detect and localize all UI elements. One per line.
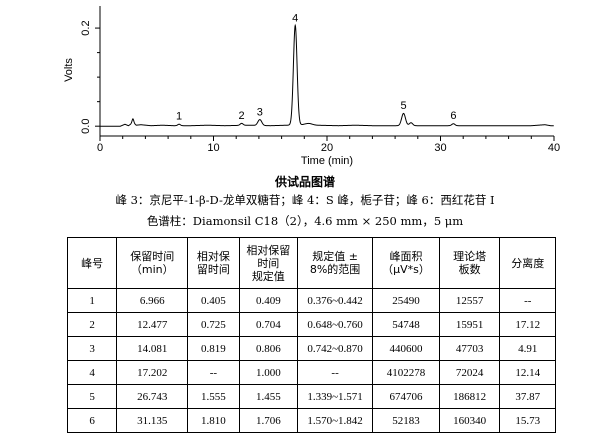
table-cell: 3: [66, 336, 118, 361]
table-cell: 1.339~1.571: [297, 384, 374, 409]
table-cell: 1.455: [238, 384, 299, 409]
table-cell: 1.000: [238, 360, 299, 385]
table-cell: 72024: [438, 360, 501, 385]
y-axis-label: Volts: [63, 58, 75, 82]
table-cell: 0.405: [187, 288, 240, 313]
table-cell: 1.570~1.842: [297, 408, 374, 433]
column-header: 理论塔 板数: [438, 237, 501, 289]
table-cell: 0.806: [238, 336, 299, 361]
table-body: 1 6.966 0.405 0.409 0.376~0.442 25490 12557 -- 2…: [66, 288, 556, 433]
table-cell: 47703: [438, 336, 501, 361]
table-cell: 440600: [372, 336, 440, 361]
table-cell: 0.725: [187, 312, 240, 337]
table-cell: 160340: [438, 408, 501, 433]
table-cell: 1.706: [238, 408, 299, 433]
table-cell: 6: [66, 408, 118, 433]
table-cell: 4.91: [499, 336, 556, 361]
table-row: 4 17.202 -- 1.000 -- 4102278 72024 12.14: [66, 360, 556, 385]
table-cell: 31.135: [116, 408, 189, 433]
table-cell: --: [297, 360, 374, 385]
x-tick-label: 0: [97, 142, 103, 154]
table-cell: 0.819: [187, 336, 240, 361]
peak-label: 5: [400, 100, 406, 112]
table-row: 3 14.081 0.819 0.806 0.742~0.870 440600 47703 4…: [66, 336, 556, 361]
peak-label: 3: [257, 106, 263, 118]
table-cell: 37.87: [499, 384, 556, 409]
x-axis-label: Time (min): [301, 155, 353, 167]
figure-title: 供试品图谱: [274, 175, 335, 189]
table-cell: 1.555: [187, 384, 240, 409]
x-tick-label: 40: [548, 142, 560, 154]
column-header: 分离度: [499, 237, 556, 289]
column-header: 规定值 ±8%的范围: [297, 237, 374, 289]
table-cell: 1.810: [187, 408, 240, 433]
table-row: 6 31.135 1.810 1.706 1.570~1.842 52183 160340 1…: [66, 408, 556, 433]
peak-label: 4: [292, 13, 298, 25]
x-tick-label: 10: [207, 142, 219, 154]
table-cell: 12557: [438, 288, 501, 313]
peak-label: 2: [239, 110, 245, 122]
y-tick-label: 0.2: [80, 20, 92, 35]
table-cell: 54748: [372, 312, 440, 337]
table-cell: 4102278: [372, 360, 440, 385]
column-description: 色谱柱：Diamonsil C18（2），4.6 mm × 250 mm，5 μ…: [146, 214, 464, 228]
table-cell: 15951: [438, 312, 501, 337]
table-cell: 6.966: [116, 288, 189, 313]
table-cell: 0.648~0.760: [297, 312, 374, 337]
table-cell: 52183: [372, 408, 440, 433]
table-cell: 14.081: [116, 336, 189, 361]
table-cell: 17.202: [116, 360, 189, 385]
table-cell: 0.409: [238, 288, 299, 313]
column-header: 相对保 留时间: [187, 237, 240, 289]
table-cell: 186812: [438, 384, 501, 409]
table-cell: 2: [66, 312, 118, 337]
table-row: 2 12.477 0.725 0.704 0.648~0.760 54748 15951 17…: [66, 312, 556, 337]
table-cell: 0.376~0.442: [297, 288, 374, 313]
table-cell: 15.73: [499, 408, 556, 433]
table-cell: 25490: [372, 288, 440, 313]
x-tick-label: 20: [321, 142, 333, 154]
table-header-row: 峰号 保留时间 （min） 相对保 留时间 相对保留 时间 规定值 规定值 ±8%的范围 峰面积（…: [66, 237, 556, 289]
table-cell: 674706: [372, 384, 440, 409]
table-cell: 17.12: [499, 312, 556, 337]
peak-label: 1: [176, 111, 182, 123]
table-cell: 0.704: [238, 312, 299, 337]
peak-label: 6: [450, 110, 456, 122]
table-cell: 12.477: [116, 312, 189, 337]
table-cell: 12.14: [499, 360, 556, 385]
table-cell: 26.743: [116, 384, 189, 409]
table-cell: --: [187, 360, 240, 385]
table-cell: 1: [66, 288, 118, 313]
peak-description: 峰 3：京尼平-1-β-D-龙单双糖苷；峰 4：S 峰，栀子苷；峰 6：西红花苷…: [115, 193, 495, 207]
x-tick-label: 30: [434, 142, 446, 154]
y-tick-label: 0.0: [80, 119, 92, 134]
table-cell: 5: [66, 384, 118, 409]
column-header: 相对保留 时间 规定值: [238, 237, 299, 289]
table-cell: 0.742~0.870: [297, 336, 374, 361]
chromatogram-trace: [100, 23, 554, 127]
table-row: 1 6.966 0.405 0.409 0.376~0.442 25490 12557 --: [66, 288, 556, 313]
table-cell: --: [499, 288, 556, 313]
results-table: 峰号 保留时间 （min） 相对保 留时间 相对保留 时间 规定值 规定值 ±8%的范围 峰面积（…: [66, 237, 556, 433]
chart-axes: 0 10 20 30 40 0.0 0.2: [80, 6, 560, 154]
table-cell: 4: [66, 360, 118, 385]
column-header: 峰面积 （μV*s）: [372, 237, 440, 289]
column-header: 保留时间 （min）: [116, 237, 189, 289]
column-header: 峰号: [66, 237, 118, 289]
table-row: 5 26.743 1.555 1.455 1.339~1.571 674706 186812…: [66, 384, 556, 409]
